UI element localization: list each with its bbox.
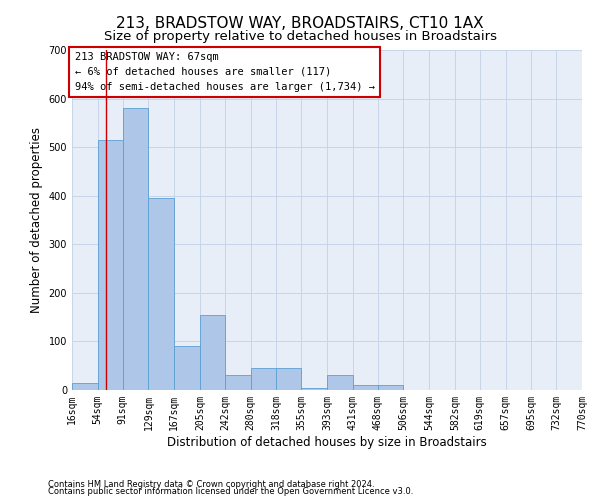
Text: 213, BRADSTOW WAY, BROADSTAIRS, CT10 1AX: 213, BRADSTOW WAY, BROADSTAIRS, CT10 1AX — [116, 16, 484, 32]
Bar — [225, 376, 251, 390]
Bar — [200, 314, 225, 390]
Bar — [301, 388, 327, 390]
Bar — [72, 382, 98, 390]
Text: Contains public sector information licensed under the Open Government Licence v3: Contains public sector information licen… — [48, 487, 413, 496]
Bar — [353, 385, 378, 390]
Bar — [98, 140, 123, 390]
Text: 213 BRADSTOW WAY: 67sqm
← 6% of detached houses are smaller (117)
94% of semi-de: 213 BRADSTOW WAY: 67sqm ← 6% of detached… — [75, 52, 375, 92]
Bar — [327, 376, 353, 390]
Y-axis label: Number of detached properties: Number of detached properties — [30, 127, 43, 313]
Bar — [174, 346, 200, 390]
Text: Contains HM Land Registry data © Crown copyright and database right 2024.: Contains HM Land Registry data © Crown c… — [48, 480, 374, 489]
Text: Size of property relative to detached houses in Broadstairs: Size of property relative to detached ho… — [104, 30, 497, 43]
Bar — [251, 368, 276, 390]
Bar — [276, 368, 301, 390]
Bar — [378, 385, 403, 390]
X-axis label: Distribution of detached houses by size in Broadstairs: Distribution of detached houses by size … — [167, 436, 487, 448]
Bar — [123, 108, 148, 390]
Bar — [148, 198, 174, 390]
